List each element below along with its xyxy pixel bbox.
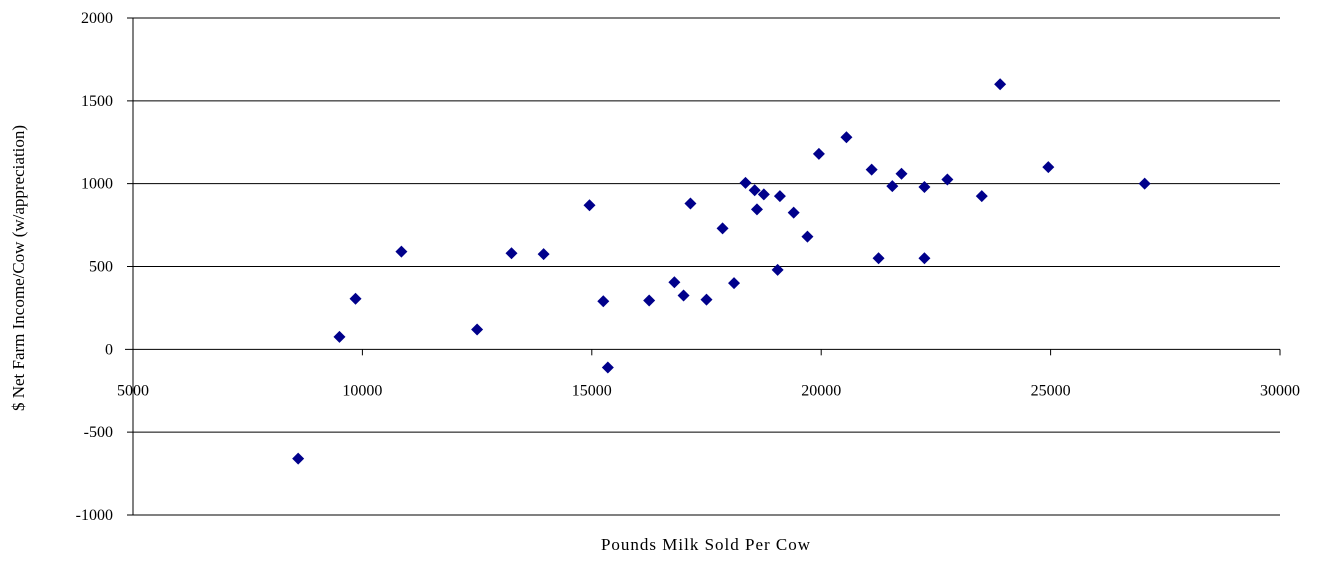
y-tick-label: 2000 (81, 10, 113, 27)
y-axis-title: $ Net Farm Income/Cow (w/appreciation) (9, 125, 28, 411)
gridlines (125, 17, 1281, 516)
data-point (812, 147, 825, 160)
y-tick-label: -1000 (76, 507, 113, 524)
data-point (886, 180, 899, 193)
y-tick-label: 0 (105, 341, 113, 358)
x-tick-label: 25000 (1031, 382, 1071, 399)
data-point (1042, 161, 1055, 174)
y-tick-label: 1500 (81, 93, 113, 110)
x-tick-label: 15000 (572, 382, 612, 399)
data-point (748, 184, 761, 197)
data-point (395, 245, 408, 258)
data-point (349, 292, 362, 305)
data-point (471, 323, 484, 336)
data-point (716, 222, 729, 235)
data-point (505, 247, 518, 260)
data-point (684, 197, 697, 210)
data-point (771, 263, 784, 276)
y-tick-label: -500 (84, 424, 113, 441)
data-point (597, 295, 610, 308)
data-point (750, 203, 763, 216)
data-point (668, 276, 681, 289)
data-point (872, 252, 885, 265)
data-point (677, 289, 690, 302)
x-axis-tick-labels: 5000 10000 15000 20000 25000 30000 (117, 382, 1300, 399)
data-point (840, 131, 853, 144)
x-tick-label: 20000 (801, 382, 841, 399)
y-tick-label: 500 (89, 259, 113, 276)
y-tick-label: 1000 (81, 176, 113, 193)
x-axis-title: Pounds Milk Sold Per Cow (601, 535, 811, 554)
data-point (333, 330, 346, 343)
data-point (801, 230, 814, 243)
data-point (643, 294, 656, 307)
data-point (757, 188, 770, 201)
data-point (941, 173, 954, 186)
data-point (787, 206, 800, 219)
data-point (975, 190, 988, 203)
data-point (537, 248, 550, 261)
data-point (865, 163, 878, 176)
data-point (700, 293, 713, 306)
x-tick-label: 5000 (117, 382, 149, 399)
data-point (601, 361, 614, 374)
data-point (739, 176, 752, 189)
data-point (1138, 177, 1151, 190)
data-point (918, 180, 931, 193)
data-point (773, 190, 786, 203)
data-point (994, 78, 1007, 91)
y-axis-tick-labels: 2000 1500 1000 500 0 -500 -1000 (76, 10, 113, 524)
x-tick-label: 30000 (1260, 382, 1300, 399)
data-point (583, 199, 596, 212)
x-tick-label: 10000 (342, 382, 382, 399)
data-point (895, 167, 908, 180)
data-point (728, 277, 741, 290)
data-point (918, 252, 931, 265)
data-point (292, 452, 305, 465)
data-points (292, 78, 1151, 465)
